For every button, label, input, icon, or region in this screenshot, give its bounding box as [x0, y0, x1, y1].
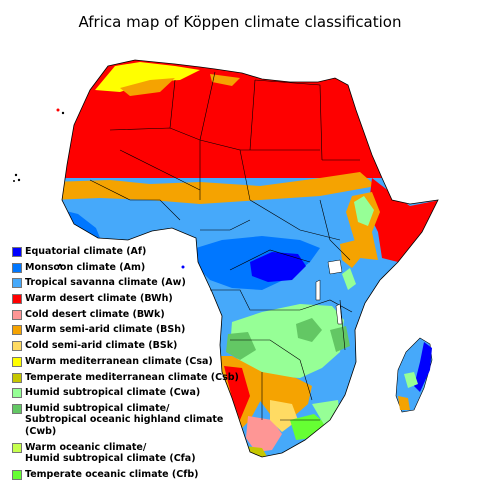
legend-label: Warm desert climate (BWh) [25, 293, 173, 305]
sahel-region [62, 172, 376, 204]
legend-item: Temperate mediterranean climate (Csb) [12, 372, 252, 384]
legend-item: Warm oceanic climate/ Humid subtropical … [12, 442, 252, 465]
legend-swatch [12, 262, 22, 273]
legend-item: Cold desert climate (BWk) [12, 309, 252, 321]
atlantic-islands [13, 108, 185, 269]
legend-label: Warm oceanic climate/ Humid subtropical … [25, 441, 196, 465]
legend-swatch [12, 388, 22, 399]
legend-swatch [12, 469, 22, 480]
legend-item: Warm mediterranean climate (Csa) [12, 356, 252, 368]
map-title: Africa map of Köppen climate classificat… [78, 13, 402, 31]
legend-label: Humid subtropical climate (Cwa) [25, 387, 201, 399]
country-borders [89, 71, 360, 421]
legend-item: Monsoon climate (Am) [12, 262, 252, 274]
legend-swatch [12, 309, 22, 320]
legend-label: Cold desert climate (BWk) [25, 308, 165, 320]
climate-legend: Equatorial climate (Af) Monsoon climate (… [12, 246, 252, 484]
legend-swatch [12, 356, 22, 367]
legend-swatch [12, 442, 22, 453]
legend-label: Cold semi-arid climate (BSk) [25, 340, 178, 352]
legend-item: Warm desert climate (BWh) [12, 293, 252, 305]
legend-label: Humid subtropical climate/ Subtropical o… [25, 402, 224, 437]
legend-label: Warm mediterranean climate (Csa) [25, 355, 213, 367]
legend-item: Humid subtropical climate (Cwa) [12, 387, 252, 399]
legend-swatch [12, 325, 22, 336]
legend-label: Monsoon climate (Am) [25, 261, 146, 273]
legend-item: Humid subtropical climate/ Subtropical o… [12, 403, 252, 438]
legend-label: Temperate oceanic climate (Cfb) [25, 468, 199, 480]
legend-item: Temperate oceanic climate (Cfb) [12, 469, 252, 481]
legend-item: Warm semi-arid climate (BSh) [12, 324, 252, 336]
legend-label: Warm semi-arid climate (BSh) [25, 324, 186, 336]
legend-swatch [12, 372, 22, 383]
legend-swatch [12, 278, 22, 289]
madagascar [395, 337, 433, 413]
legend-label: Tropical savanna climate (Aw) [25, 277, 186, 289]
legend-label: Temperate mediterranean climate (Csb) [25, 371, 239, 383]
legend-swatch [12, 294, 22, 305]
legend-item: Equatorial climate (Af) [12, 246, 252, 258]
legend-swatch [12, 341, 22, 352]
continent-outline [61, 59, 439, 458]
legend-swatch [12, 403, 22, 414]
legend-item: Cold semi-arid climate (BSk) [12, 340, 252, 352]
legend-label: Equatorial climate (Af) [25, 246, 147, 257]
legend-swatch [12, 247, 22, 257]
great-lakes [315, 259, 343, 325]
legend-item: Tropical savanna climate (Aw) [12, 277, 252, 289]
